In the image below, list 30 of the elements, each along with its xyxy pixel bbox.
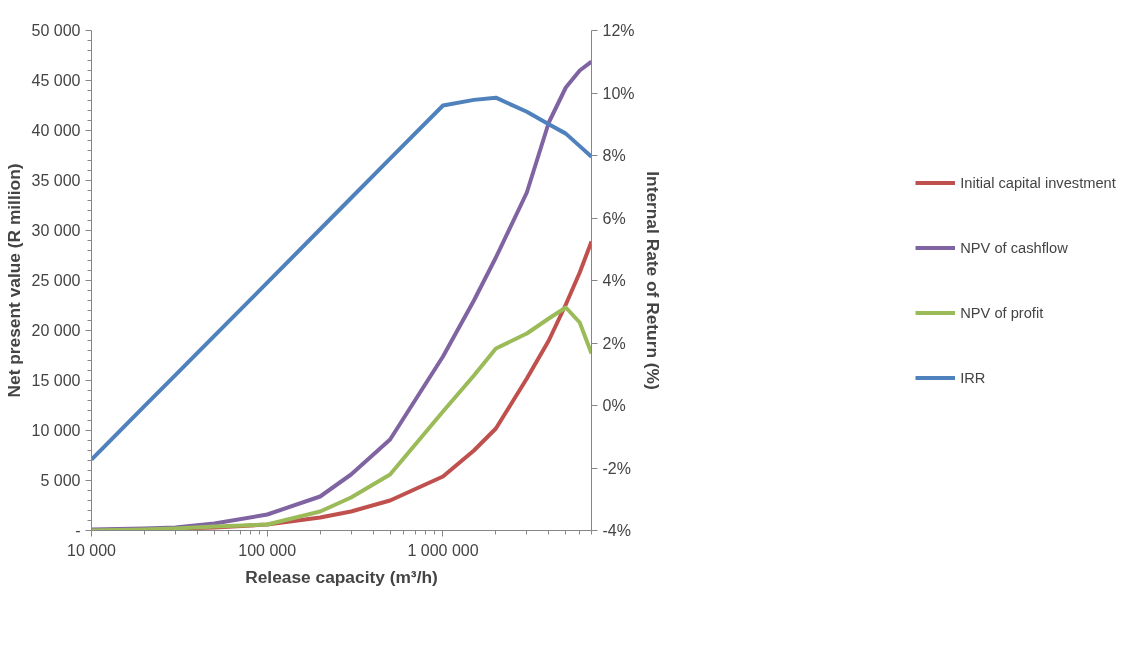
legend-label: IRR bbox=[960, 369, 986, 386]
y-tick-label: 45 000 bbox=[31, 72, 81, 89]
y-axis-title: Net present value (R million) bbox=[3, 163, 24, 398]
y2-axis-title: Internal Rate of Return (%) bbox=[642, 171, 663, 390]
y2-tick-label: -2% bbox=[602, 459, 631, 477]
y-tick-label: 50 000 bbox=[31, 22, 81, 39]
y-tick-label: 15 000 bbox=[31, 372, 81, 389]
y-tick-label: 25 000 bbox=[31, 272, 81, 289]
y-tick-label: - bbox=[75, 522, 81, 539]
y-tick-label: 20 000 bbox=[31, 322, 81, 339]
y-tick-label: 30 000 bbox=[31, 222, 81, 239]
legend-label: Initial capital investment bbox=[960, 174, 1116, 191]
y2-tick-label: 4% bbox=[602, 272, 626, 289]
y-tick-label: 5 000 bbox=[40, 472, 81, 489]
y-tick-label: 35 000 bbox=[31, 172, 81, 189]
y-tick-label: 40 000 bbox=[31, 122, 81, 139]
y2-tick-label: 10% bbox=[602, 84, 635, 102]
y2-tick-label: -4% bbox=[602, 522, 631, 539]
y-tick-label: 10 000 bbox=[31, 422, 81, 439]
y2-tick-label: 0% bbox=[602, 397, 626, 414]
x-tick-label: 10 000 bbox=[67, 541, 117, 559]
y2-tick-label: 12% bbox=[602, 22, 635, 39]
x-tick-label: 100 000 bbox=[238, 541, 297, 559]
legend-label: NPV of cashflow bbox=[960, 239, 1068, 256]
y2-tick-label: 8% bbox=[602, 147, 626, 164]
legend-label: NPV of profit bbox=[960, 304, 1044, 321]
x-axis-title: Release capacity (m³/h) bbox=[245, 566, 438, 587]
y2-tick-label: 2% bbox=[602, 334, 626, 352]
x-tick-label: 1 000 000 bbox=[407, 541, 479, 559]
y2-tick-label: 6% bbox=[602, 209, 626, 227]
